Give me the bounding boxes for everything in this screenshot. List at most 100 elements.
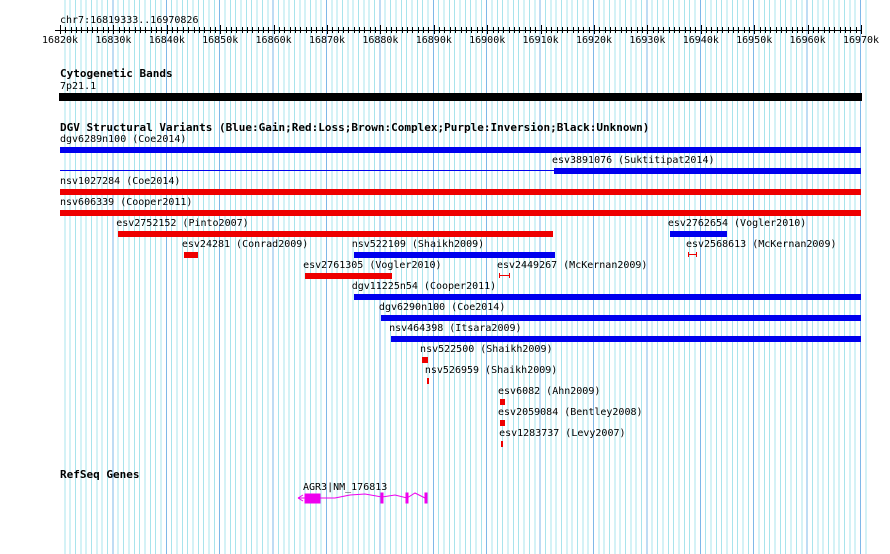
tick-mark bbox=[567, 27, 569, 33]
variant-label: nsv526959 (Shaikh2009) bbox=[424, 365, 558, 376]
tick-label: 16840k bbox=[148, 35, 185, 46]
tick-mark bbox=[305, 27, 307, 33]
tick-mark bbox=[545, 27, 547, 33]
tick-label: 16900k bbox=[469, 35, 506, 46]
tick-label: 16870k bbox=[308, 35, 346, 46]
tick-mark bbox=[145, 27, 147, 33]
tick-label: 16970k bbox=[842, 35, 880, 46]
tick-mark bbox=[508, 27, 510, 33]
variant-bar-loss[interactable] bbox=[60, 189, 861, 195]
tick-mark bbox=[807, 25, 809, 34]
tick-mark bbox=[108, 27, 110, 33]
variant-bar-gain[interactable] bbox=[391, 336, 861, 342]
variant-bar-loss[interactable] bbox=[500, 420, 505, 426]
tick-mark bbox=[396, 27, 398, 33]
tick-mark bbox=[791, 27, 793, 33]
tick-mark bbox=[161, 27, 163, 33]
tick-mark bbox=[796, 27, 798, 33]
tick-mark bbox=[188, 27, 190, 33]
tick-mark bbox=[278, 27, 280, 33]
variant-bar-loss[interactable] bbox=[60, 210, 861, 216]
tick-mark bbox=[476, 27, 478, 33]
tick-mark bbox=[663, 27, 665, 33]
tick-mark bbox=[353, 27, 355, 33]
gene-model-agr3[interactable] bbox=[295, 490, 435, 506]
tick-mark bbox=[636, 27, 638, 33]
tick-mark bbox=[348, 27, 350, 33]
variant-label: esv2568613 (McKernan2009) bbox=[685, 239, 837, 250]
tick-mark bbox=[407, 27, 409, 33]
variant-bar-gain[interactable] bbox=[380, 315, 861, 321]
tick-mark bbox=[631, 27, 633, 33]
tick-mark bbox=[369, 27, 371, 33]
variant-bar-loss[interactable] bbox=[687, 252, 698, 257]
variant-label: esv2449267 (McKernan2009) bbox=[496, 260, 648, 271]
tick-label: 16890k bbox=[415, 35, 452, 46]
tick-mark bbox=[417, 27, 419, 33]
tick-mark bbox=[225, 27, 227, 33]
tick-mark bbox=[711, 27, 713, 33]
tick-mark bbox=[524, 27, 526, 33]
tick-mark bbox=[177, 27, 179, 33]
tick-mark bbox=[92, 27, 94, 33]
tick-mark bbox=[802, 27, 804, 33]
variant-bar-gain[interactable] bbox=[353, 294, 861, 300]
variant-bar-gain[interactable] bbox=[553, 168, 861, 174]
variant-bar-loss[interactable] bbox=[305, 273, 393, 279]
tick-mark bbox=[118, 27, 120, 33]
tick-mark bbox=[561, 27, 563, 33]
variant-label: dgv6290n100 (Coe2014) bbox=[378, 302, 506, 313]
variant-thin-line[interactable] bbox=[60, 170, 554, 171]
tick-mark bbox=[738, 27, 740, 33]
variant-label: esv2059084 (Bentley2008) bbox=[498, 407, 643, 418]
tick-mark bbox=[241, 27, 243, 33]
tick-mark bbox=[743, 27, 745, 33]
variant-label: nsv522109 (Shaikh2009) bbox=[351, 239, 485, 250]
tick-mark bbox=[818, 27, 820, 33]
tick-mark bbox=[748, 27, 750, 33]
tick-mark bbox=[812, 27, 814, 33]
variant-label: dgv6289n100 (Coe2014) bbox=[60, 134, 187, 145]
tick-mark bbox=[364, 27, 366, 33]
variant-bar-gain[interactable] bbox=[669, 231, 727, 237]
variant-bar-loss[interactable] bbox=[501, 441, 504, 447]
tick-mark bbox=[642, 27, 644, 33]
variant-bar-loss[interactable] bbox=[426, 378, 429, 384]
tick-mark bbox=[97, 27, 99, 33]
tick-mark bbox=[828, 27, 830, 33]
tick-mark bbox=[444, 27, 446, 33]
tick-label: 16820k bbox=[41, 35, 79, 46]
tick-mark bbox=[230, 27, 232, 33]
variant-bar-loss[interactable] bbox=[183, 252, 198, 258]
tick-mark bbox=[668, 27, 670, 33]
variant-label: nsv464398 (Itsara2009) bbox=[389, 323, 522, 334]
tick-mark bbox=[722, 27, 724, 33]
tick-mark bbox=[535, 27, 537, 33]
cytoband-bar[interactable] bbox=[59, 93, 862, 101]
cytoband-label: 7p21.1 bbox=[60, 81, 97, 92]
tick-mark bbox=[519, 27, 521, 33]
variant-bar-gain[interactable] bbox=[60, 147, 861, 153]
tick-mark bbox=[551, 27, 553, 33]
tick-mark bbox=[124, 27, 126, 33]
tick-mark bbox=[81, 27, 83, 33]
variant-label: nsv522500 (Shaikh2009) bbox=[420, 344, 553, 355]
position-label: chr7:16819333..16970826 bbox=[60, 15, 199, 26]
tick-mark bbox=[647, 25, 649, 34]
tick-mark bbox=[273, 25, 275, 34]
tick-mark bbox=[588, 27, 590, 33]
variant-bar-gain[interactable] bbox=[353, 252, 555, 258]
variant-bar-loss[interactable] bbox=[118, 231, 553, 237]
tick-mark bbox=[86, 27, 88, 33]
ruler-axis bbox=[55, 30, 862, 31]
variant-bar-loss[interactable] bbox=[498, 273, 511, 278]
tick-mark bbox=[423, 27, 425, 33]
tick-mark bbox=[433, 25, 435, 34]
tick-mark bbox=[198, 27, 200, 33]
tick-mark bbox=[70, 27, 72, 33]
variant-bar-loss[interactable] bbox=[422, 357, 428, 363]
tick-label: 16880k bbox=[362, 35, 399, 46]
variant-bar-loss[interactable] bbox=[500, 399, 505, 405]
tick-mark bbox=[300, 27, 302, 33]
